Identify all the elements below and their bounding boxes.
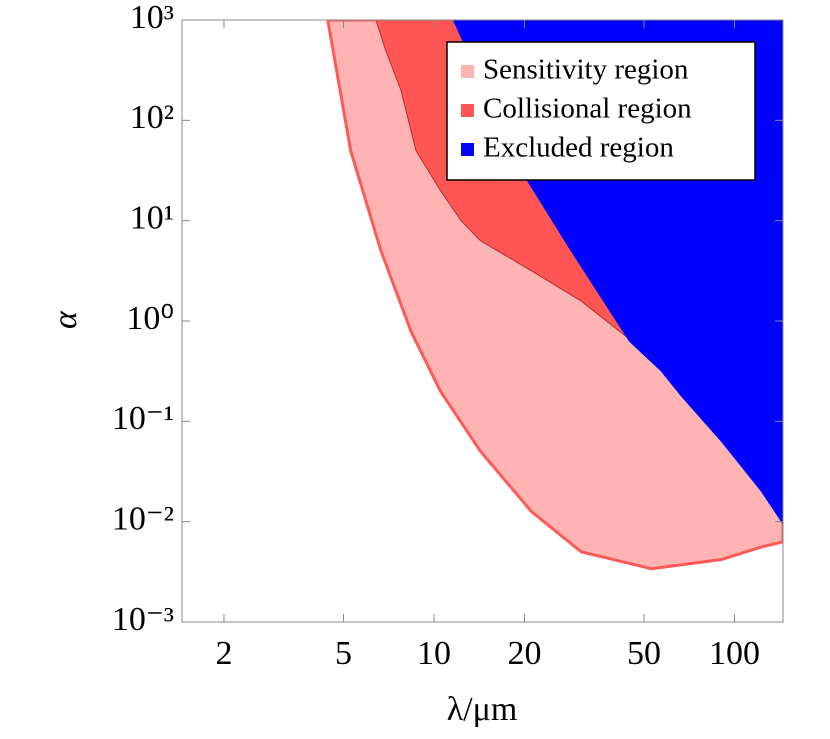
x-tick-label: 20: [507, 635, 541, 672]
x-tick-label: 2: [215, 635, 232, 672]
y-tick-label: 10³: [130, 0, 174, 36]
legend-box: [446, 41, 756, 181]
y-axis-label: α: [47, 310, 84, 329]
legend-swatch: [461, 104, 474, 117]
legend-label: Sensitivity region: [483, 54, 689, 86]
x-tick-label: 10: [417, 635, 451, 672]
y-tick-label: 10⁻²: [112, 500, 174, 537]
legend-swatch: [461, 65, 474, 78]
y-tick-label: 10⁰: [126, 300, 174, 337]
y-tick-label: 10¹: [130, 199, 174, 236]
x-axis-label: λ/μm: [447, 691, 518, 728]
y-tick-label: 10⁻³: [112, 601, 174, 638]
x-tick-label: 100: [709, 635, 760, 672]
x-tick-label: 5: [335, 635, 352, 672]
legend-swatch: [461, 143, 474, 156]
y-tick-label: 10²: [130, 99, 174, 136]
y-tick-label: 10⁻¹: [112, 400, 174, 437]
legend-label: Excluded region: [483, 132, 674, 164]
x-tick-label: 50: [627, 635, 661, 672]
legend-label: Collisional region: [483, 93, 692, 125]
